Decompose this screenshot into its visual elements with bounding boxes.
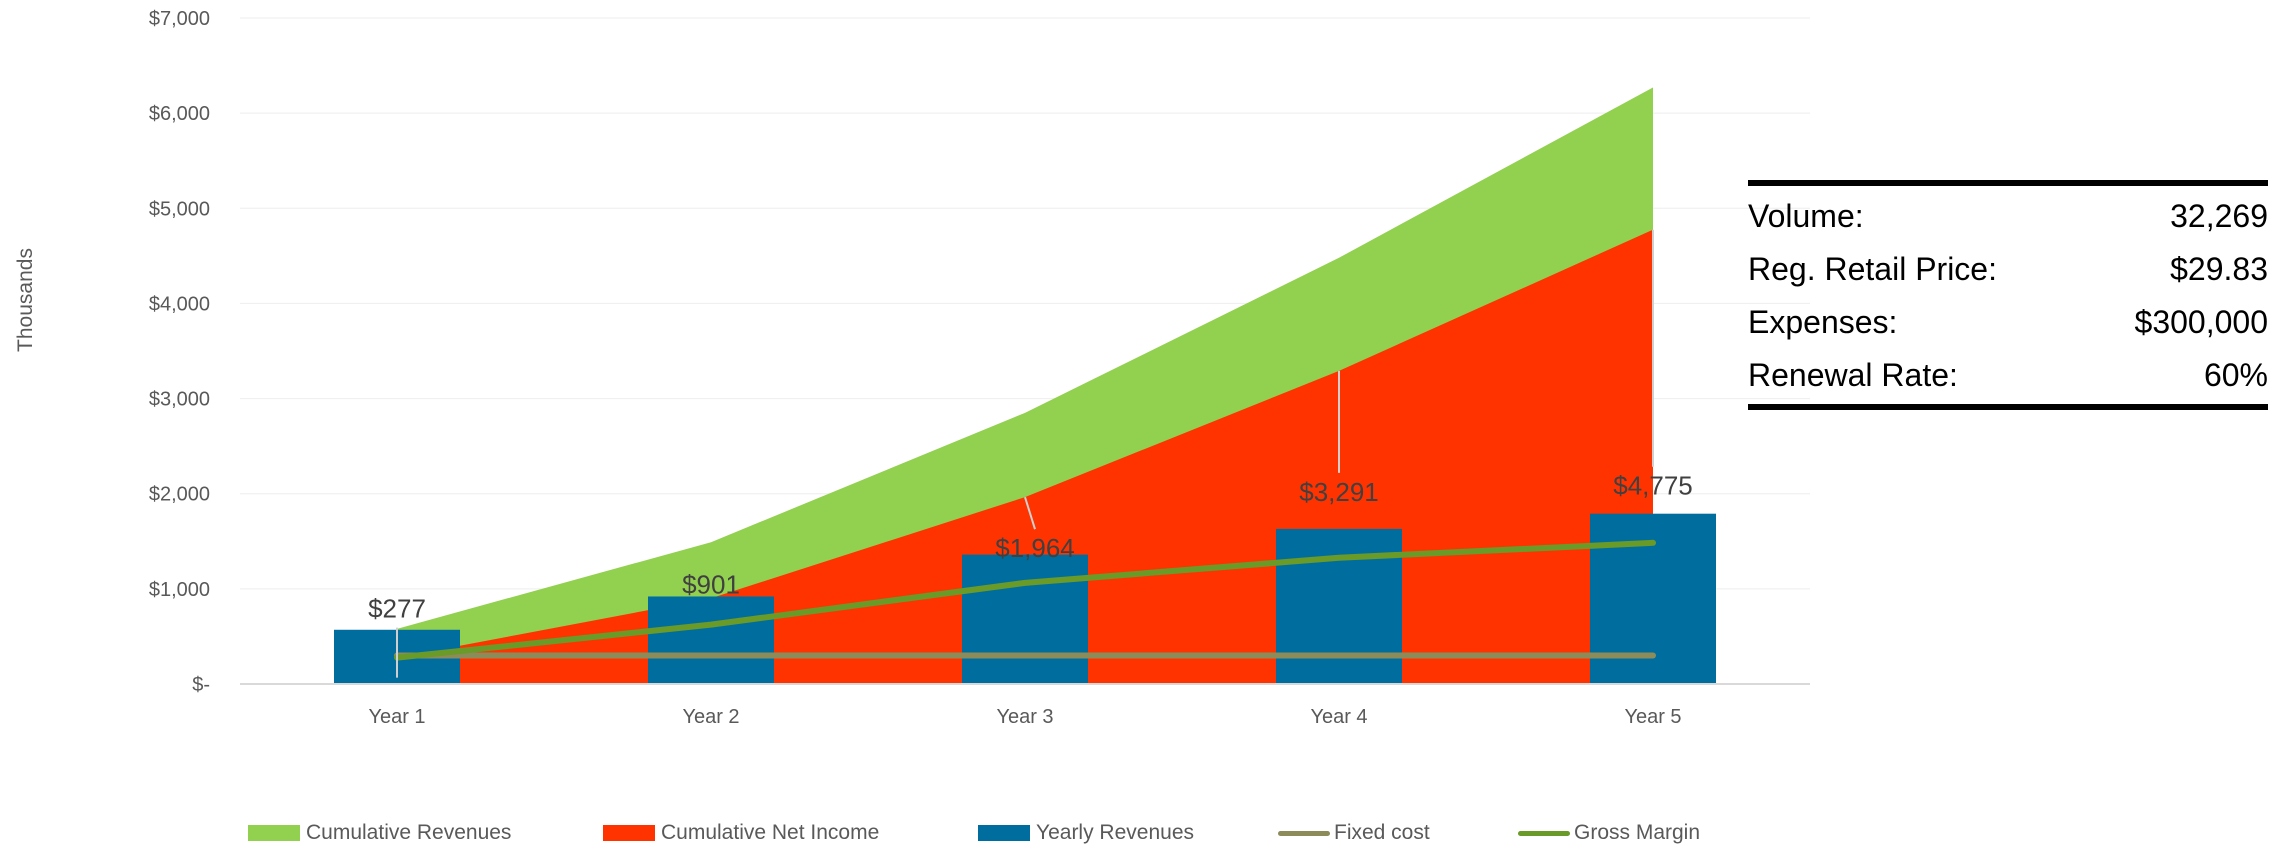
assumption-row-renewal: Renewal Rate: 60% [1748,349,2268,402]
assumption-label: Reg. Retail Price: [1748,251,1997,287]
x-tick-label: Year 4 [1310,706,1367,728]
y-tick-label: $6,000 [149,103,210,125]
data-label-cumulative-net-income: $1,964 [995,533,1075,563]
y-tick-label: $- [192,674,210,696]
y-axis-label: Thousands [14,248,37,352]
legend-item-gross-margin: Gross Margin [1518,821,1718,845]
data-labels: $277 $901 $1,964 $3,291 $4,775 [368,471,1693,624]
data-label-cumulative-net-income: $4,775 [1613,471,1693,501]
assumption-row-volume: Volume: 32,269 [1748,190,2268,243]
x-tick-label: Year 5 [1624,706,1681,728]
data-label-cumulative-net-income: $3,291 [1299,477,1379,507]
data-label-cumulative-net-income: $901 [682,569,740,599]
line-gross-margin [394,539,1656,661]
assumption-value: 60% [2203,357,2268,393]
legend-item-cumulative-revenues: Cumulative Revenues [248,821,603,845]
assumption-label: Renewal Rate: [1748,357,1958,393]
legend-item-yearly-revenues: Yearly Revenues [978,821,1278,845]
data-label-cumulative-net-income: $277 [368,594,426,624]
legend-label: Cumulative Net Income [661,821,880,844]
legend-swatch [248,825,300,841]
assumption-row-expenses: Expenses: $300,000 [1748,296,2268,349]
assumption-value: $29.83 [2170,251,2268,287]
x-tick-label: Year 3 [996,706,1053,728]
label-leader-lines [396,229,1654,678]
gridlines [240,17,1810,590]
bar-yearly-revenues [1276,528,1402,684]
legend-item-fixed-cost: Fixed cost [1278,821,1518,845]
legend-item-cumulative-net-income: Cumulative Net Income [603,821,978,845]
legend-swatch [978,825,1030,841]
assumption-value: $300,000 [2134,304,2268,340]
line-series [394,539,1656,661]
legend-swatch [603,825,655,841]
assumption-label: Volume: [1748,198,1864,234]
legend-swatch [1518,830,1570,836]
x-tick-label: Year 1 [368,706,425,728]
legend-label: Fixed cost [1334,821,1430,844]
assumption-row-price: Reg. Retail Price: $29.83 [1748,243,2268,296]
y-tick-label: $4,000 [149,293,210,315]
y-tick-label: $3,000 [149,389,210,411]
legend-label: Cumulative Revenues [306,821,512,844]
assumption-value: 32,269 [2170,198,2268,234]
leader-line [1024,496,1036,530]
y-tick-label: $5,000 [149,198,210,220]
legend-swatch [1278,830,1330,836]
x-axis-ticks: Year 1 Year 2 Year 3 Year 4 Year 5 [368,706,1681,728]
y-tick-label: $7,000 [149,8,210,30]
x-tick-label: Year 2 [682,706,739,728]
assumption-label: Expenses: [1748,304,1898,340]
legend: Cumulative Revenues Cumulative Net Incom… [248,820,1718,846]
y-axis-ticks: $- $1,000 $2,000 $3,000 $4,000 $5,000 $6,000 $7… [149,8,210,696]
y-tick-label: $1,000 [149,579,210,601]
bar-yearly-revenues [648,596,774,684]
assumptions-table: Volume: 32,269 Reg. Retail Price: $29.83… [1748,180,2268,410]
legend-label: Yearly Revenues [1036,821,1194,844]
y-tick-label: $2,000 [149,484,210,506]
bar-yearly-revenues [962,554,1088,684]
legend-label: Gross Margin [1574,821,1701,844]
